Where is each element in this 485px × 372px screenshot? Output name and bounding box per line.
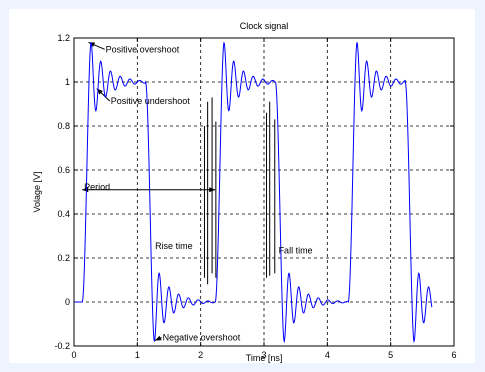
annotation-label: Positive undershoot bbox=[111, 96, 191, 106]
figure-frame: 0 1 2 3 4 5 6 -0.2 0 0.2 0.4 0.6 0.8 1 1.2 Positive ov… bbox=[9, 9, 475, 363]
x-tick-label: 0 bbox=[71, 350, 76, 360]
y-tick-label: 0.6 bbox=[57, 165, 70, 175]
annotation-label: Positive overshoot bbox=[106, 44, 180, 54]
axis-ticks: 0 1 2 3 4 5 6-0.200.20.40.60.811.2 bbox=[54, 33, 456, 360]
x-tick-label: 1 bbox=[135, 350, 140, 360]
annotation-lines bbox=[82, 41, 276, 341]
y-tick-label: 0.8 bbox=[57, 121, 70, 131]
y-tick-label: 1.2 bbox=[57, 33, 70, 43]
x-tick-label: 2 bbox=[198, 350, 203, 360]
annotation-labels: Positive overshoot Positive undershoot Per… bbox=[84, 44, 312, 342]
annotation-arrow-head bbox=[155, 335, 162, 341]
annotation-label: Period bbox=[84, 182, 110, 192]
annotation-label: Rise time bbox=[155, 241, 193, 251]
annotation-label: Fall time bbox=[279, 246, 313, 256]
y-tick-label: -0.2 bbox=[54, 341, 70, 351]
y-tick-label: 0.2 bbox=[57, 253, 70, 263]
x-tick-label: 3 bbox=[261, 350, 266, 360]
clock-signal-chart: 0 1 2 3 4 5 6-0.200.20.40.60.811.2 Positive ov… bbox=[32, 21, 457, 363]
x-axis-label: Time [ns] bbox=[246, 353, 283, 363]
y-tick-label: 0 bbox=[65, 297, 70, 307]
x-tick-label: 5 bbox=[388, 350, 393, 360]
clock-signal-line bbox=[74, 41, 433, 344]
annotation-label: Negative overshoot bbox=[163, 333, 241, 343]
x-tick-label: 4 bbox=[325, 350, 330, 360]
y-tick-label: 0.4 bbox=[57, 209, 70, 219]
chart-title: Clock signal bbox=[240, 21, 289, 31]
plot-area bbox=[74, 38, 454, 346]
y-axis-label: Volage [V] bbox=[32, 171, 42, 212]
y-tick-label: 1 bbox=[65, 77, 70, 87]
x-tick-label: 6 bbox=[451, 350, 456, 360]
plot-box bbox=[73, 37, 455, 347]
